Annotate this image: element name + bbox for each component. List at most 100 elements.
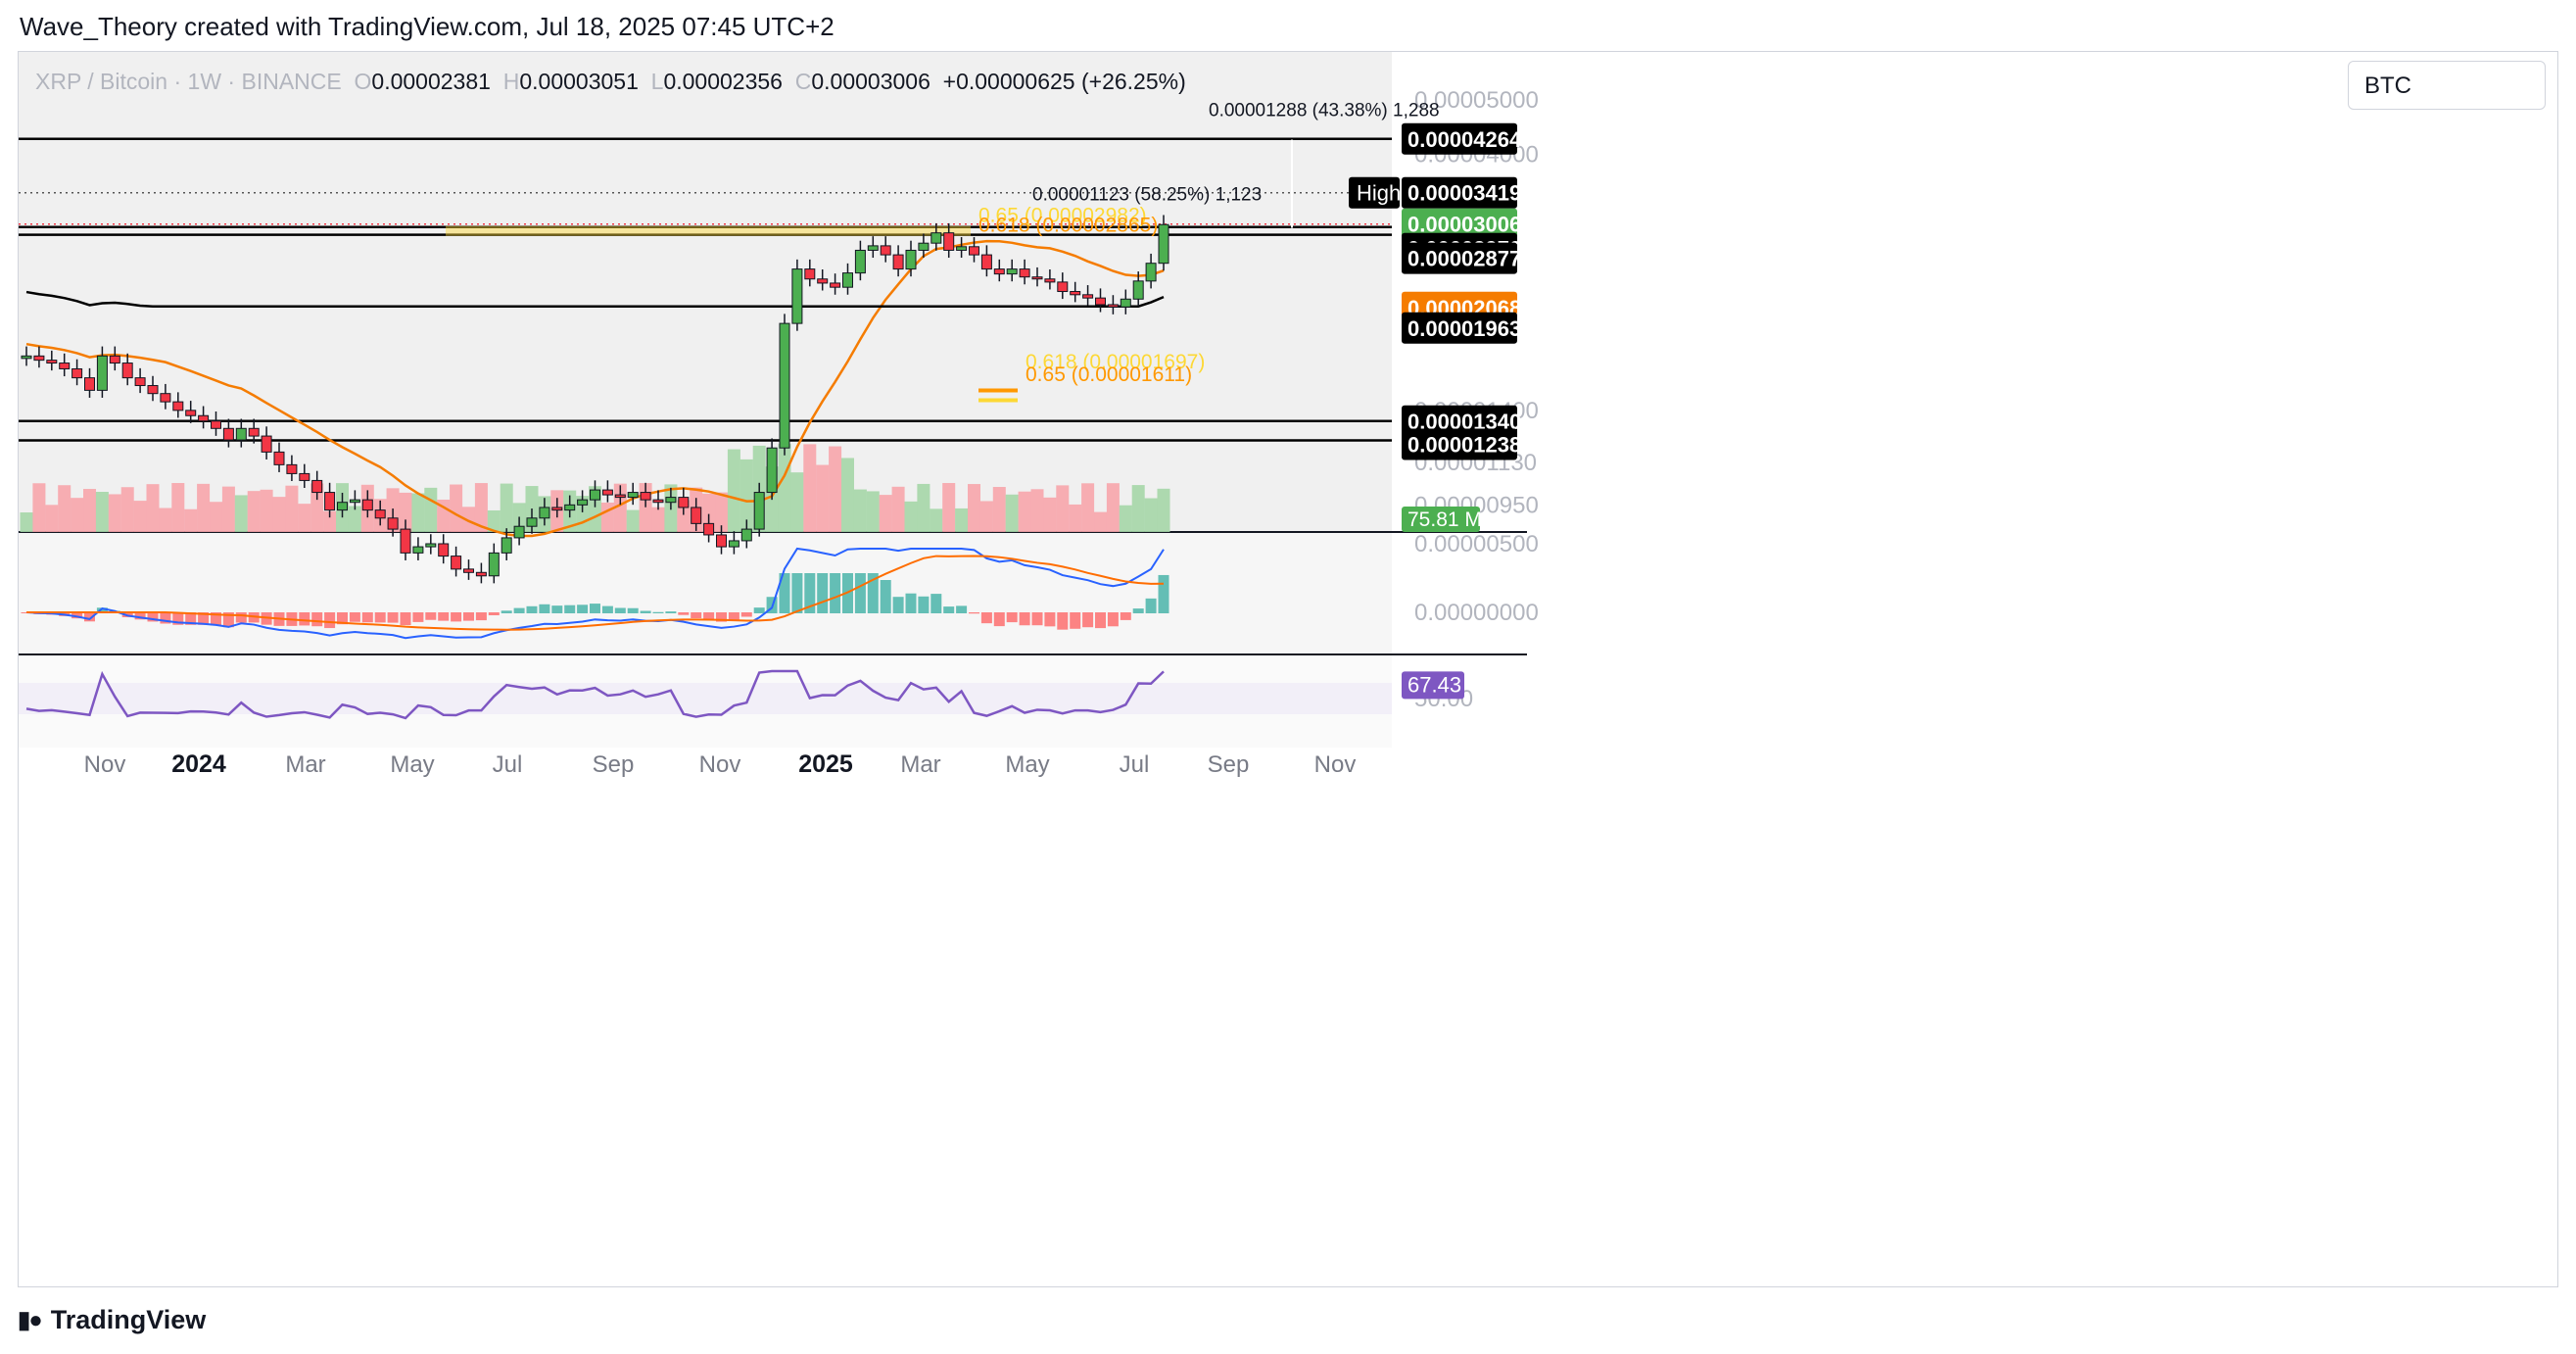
macd-histogram-bar [1070, 612, 1081, 629]
volume-bar [234, 495, 248, 532]
candle-body [261, 435, 272, 453]
price-level-value: 0.00001963 [1407, 316, 1521, 341]
macd-histogram-bar [1120, 612, 1131, 620]
macd-histogram-bar [1132, 608, 1144, 613]
volume-bar [462, 507, 475, 532]
volume-bar [829, 446, 842, 532]
x-tick-label: Sep [1208, 751, 1250, 778]
macd-histogram-bar [438, 612, 450, 621]
price-level-tag [1402, 428, 1517, 460]
macd-histogram-bar [463, 612, 474, 621]
candle-body [84, 377, 95, 391]
candle-body [134, 377, 146, 387]
macd-histogram-bar [791, 573, 803, 613]
tradingview-footer[interactable]: ▮● TradingView [18, 1305, 206, 1335]
candle-body [779, 322, 790, 449]
candle-body [349, 499, 360, 504]
macd-histogram-bar [412, 612, 424, 622]
macd-histogram-bar [324, 612, 336, 629]
x-tick-label: Sep [593, 751, 635, 778]
macd-histogram-bar [400, 612, 411, 625]
volume-bar [803, 444, 817, 532]
candle-body [1145, 263, 1157, 282]
candle-body [918, 242, 930, 251]
volume-value: 75.81 M [1407, 508, 1482, 531]
macd-histogram-bar [943, 606, 955, 613]
volume-bar [1144, 498, 1158, 532]
symbol-interval: 1W [187, 69, 222, 94]
tradingview-logo-icon: ▮● [18, 1307, 43, 1333]
candle-body [400, 528, 411, 554]
candle-body [930, 232, 942, 244]
macd-histogram-bar [337, 612, 348, 625]
macd-histogram-bar [590, 604, 600, 613]
volume-bar [930, 508, 943, 532]
volume-bar [790, 472, 804, 532]
macd-histogram-bar [526, 605, 538, 613]
symbol-title: XRP / Bitcoin [35, 69, 168, 94]
macd-histogram-bar [956, 605, 968, 613]
candle-body [691, 507, 702, 524]
high-tag-label: High [1357, 181, 1401, 206]
tradingview-brand: TradingView [50, 1305, 207, 1334]
volume-bar [1005, 494, 1019, 532]
candle-body [1082, 294, 1094, 299]
chart-frame: Nov 2024 Mar May Jul Sep Nov 2025 Mar May Jul Sep No… [18, 51, 2558, 1287]
chart-canvas[interactable]: Nov 2024 Mar May Jul Sep Nov 2025 Mar May Jul Sep No… [19, 52, 2557, 1286]
fib-level-label: 0.65 (0.00001611) [1026, 363, 1192, 386]
volume-bar [323, 510, 337, 532]
candle-body [147, 385, 159, 395]
macd-histogram-bar [387, 612, 399, 623]
measure-label: 0.00001288 (43.38%) 1,288 [1209, 101, 1440, 121]
macd-axis-tick: 0.00000500 [1414, 531, 1539, 557]
price-level-tag [1402, 312, 1517, 344]
volume-bar [1119, 505, 1132, 532]
volume-bar [424, 487, 438, 532]
candle-body [817, 278, 829, 284]
candle-body [1132, 280, 1144, 300]
volume-bar [968, 484, 980, 532]
x-tick-label: Mar [900, 751, 940, 778]
macd-histogram-bar [475, 612, 487, 621]
candle-body [577, 499, 589, 506]
volume-bar [1030, 489, 1044, 532]
currency-button[interactable]: BTC [2348, 61, 2546, 110]
volume-bar [487, 509, 501, 532]
macd-histogram-bar [614, 607, 626, 613]
volume-bar [108, 494, 121, 532]
candle-body [614, 494, 626, 499]
price-level-value: 0.00003006 [1407, 213, 1521, 237]
macd-histogram-bar [905, 593, 917, 613]
volume-bar [298, 504, 311, 532]
macd-histogram-bar [1095, 612, 1106, 629]
macd-histogram-bar [488, 612, 500, 615]
volume-bar [942, 483, 956, 532]
volume-bar [20, 512, 33, 532]
candle-body [1095, 297, 1106, 306]
macd-histogram-bar [513, 607, 525, 613]
volume-bar [348, 506, 361, 532]
volume-bar [133, 501, 147, 532]
macd-histogram-bar [501, 610, 512, 613]
candle-body [513, 525, 525, 539]
macd-histogram-bar [830, 573, 841, 613]
candle-body [33, 355, 45, 362]
volume-bar [285, 485, 299, 532]
volume-bar [272, 497, 286, 532]
rsi-band [19, 683, 1392, 714]
candle-body [842, 272, 853, 288]
x-tick-label: 2024 [171, 750, 226, 778]
volume-bar [83, 489, 96, 532]
volume-bar [159, 508, 172, 532]
ohlc-close: 0.00003006 [811, 69, 930, 94]
candle-body [1019, 268, 1030, 278]
macd-line [25, 547, 1165, 640]
macd-histogram-bar [349, 612, 360, 622]
candle-body [59, 363, 71, 369]
macd-histogram-bar [980, 612, 992, 624]
volume-bar [1081, 483, 1095, 532]
macd-histogram-bar [185, 612, 197, 625]
candle-body [198, 414, 210, 422]
candle-body [652, 499, 664, 504]
macd-histogram-bar [361, 612, 373, 623]
